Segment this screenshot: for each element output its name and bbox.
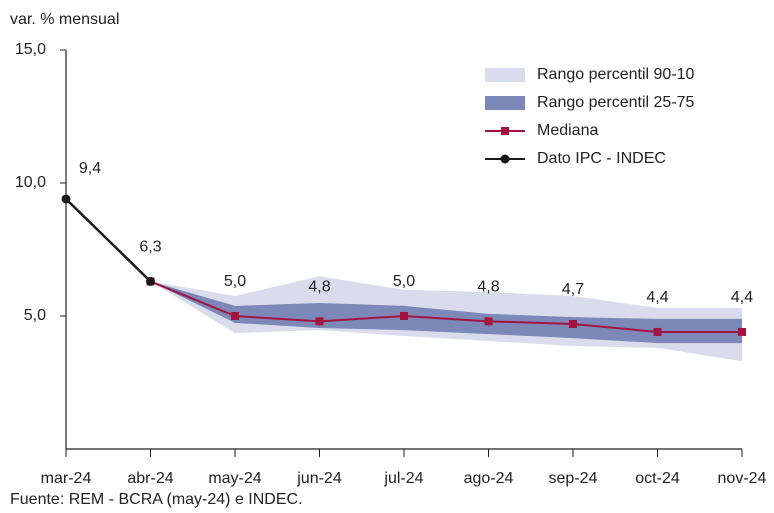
x-tick-label: may-24 [208, 470, 261, 487]
point [315, 317, 324, 326]
legend-marker [500, 154, 510, 164]
point [400, 312, 408, 320]
x-tick-label: oct-24 [635, 470, 680, 487]
y-tick-label: 10,0 [15, 174, 46, 191]
x-tick-label: jul-24 [383, 470, 423, 487]
point [653, 327, 662, 336]
legend-marker [501, 127, 509, 135]
x-tick-label: nov-24 [718, 470, 767, 487]
point [61, 194, 71, 204]
legend-label: Dato IPC - INDEC [537, 150, 666, 167]
point [569, 319, 577, 328]
point [484, 317, 493, 326]
legend-label: Rango percentil 90-10 [537, 66, 695, 83]
legend-label: Mediana [537, 122, 598, 139]
data-label: 9,4 [79, 160, 101, 177]
data-label: 6,3 [139, 239, 161, 256]
y-tick-label: 15,0 [15, 41, 46, 58]
data-label: 4,8 [477, 279, 499, 296]
y-axis-title: var. % mensual [10, 11, 119, 28]
x-tick-label: jun-24 [296, 470, 342, 487]
x-tick-label: abr-24 [127, 470, 173, 487]
x-tick-label: sep-24 [549, 470, 598, 487]
data-label: 4,4 [646, 289, 668, 306]
point [146, 276, 155, 286]
series-line [150, 280, 742, 333]
data-label: 5,0 [224, 273, 246, 290]
data-label: 4,8 [308, 279, 330, 296]
range-band [150, 281, 742, 344]
point [738, 327, 746, 336]
y-tick-label: 5,0 [24, 307, 46, 324]
data-label: 4,7 [562, 281, 584, 298]
x-tick-label: ago-24 [464, 470, 514, 487]
legend-swatch [485, 68, 525, 82]
legend-label: Rango percentil 25-75 [537, 94, 695, 111]
legend-swatch [485, 96, 525, 110]
data-label: 5,0 [393, 273, 415, 290]
series-line [65, 198, 152, 283]
source-note: Fuente: REM - BCRA (may-24) e INDEC. [10, 491, 303, 508]
x-tick-label: mar-24 [41, 470, 92, 487]
data-label: 4,4 [731, 289, 753, 306]
point [231, 312, 239, 320]
